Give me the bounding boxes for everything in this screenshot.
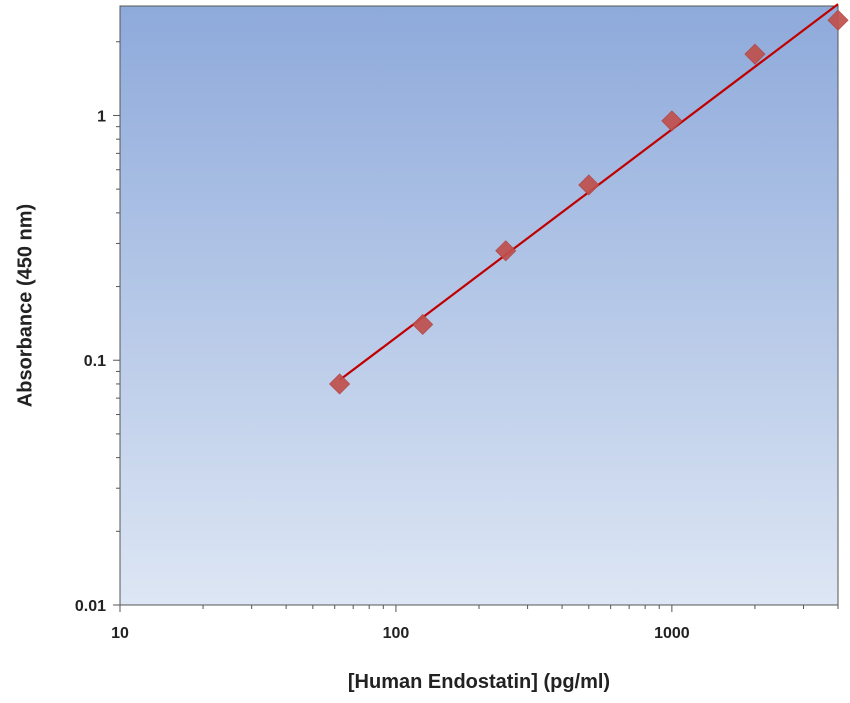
data-point: [412, 313, 434, 336]
data-point: [329, 373, 351, 395]
x-tick-label: 10: [111, 625, 129, 642]
x-axis-title: [Human Endostatin] (pg/ml): [348, 671, 610, 693]
x-axis: 10 100 1000: [111, 605, 839, 642]
data-point: [744, 43, 766, 65]
data-point: [578, 174, 600, 196]
y-axis-title: Absorbance (450 nm): [14, 204, 36, 407]
data-point: [661, 110, 683, 132]
y-axis: 0.01 0.1 1: [75, 41, 120, 615]
x-tick-label: 1000: [654, 625, 690, 642]
plot-area: [119, 5, 839, 606]
data-point: [827, 9, 849, 31]
y-tick-label: 0.01: [75, 598, 106, 615]
x-tick-label: 100: [383, 625, 410, 642]
y-tick-label: 1: [97, 108, 106, 125]
y-tick-label: 0.1: [84, 353, 106, 370]
data-point: [495, 240, 517, 262]
data-points-layer: [329, 9, 849, 395]
